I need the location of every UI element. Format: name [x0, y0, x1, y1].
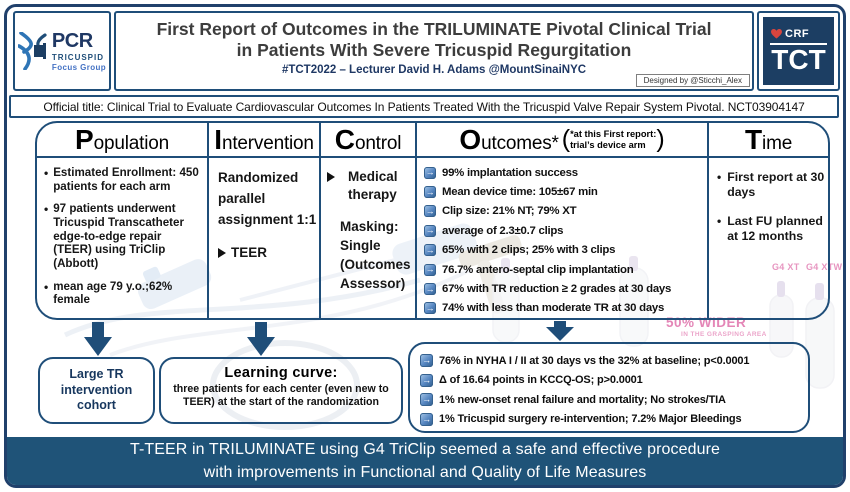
down-arrow-icon	[84, 322, 112, 356]
triangle-right-icon	[218, 248, 226, 259]
intervention-text: Randomized parallel assignment 1:1	[218, 170, 317, 227]
page-subtitle: #TCT2022 – Lecturer David H. Adams @Moun…	[281, 64, 587, 76]
results-box: 76% in NYHA I / II at 30 days vs the 32%…	[408, 342, 810, 433]
pcr-logo-name: PCR	[51, 29, 93, 52]
pcr-logo-line1: TRICUSPID	[51, 52, 105, 62]
arrow-right-icon	[424, 302, 436, 315]
pcr-logo-line2: Focus Group	[51, 62, 107, 72]
outcomes-initial: O	[459, 123, 482, 155]
list-item: 97 patients underwent Tricuspid Transcat…	[44, 202, 203, 270]
column-outcomes: Outcomes* ( *at this First report: trial…	[415, 123, 707, 318]
result-item: 76% in NYHA I / II at 30 days vs the 32%…	[420, 351, 802, 371]
time-header: Time	[709, 123, 828, 158]
official-title-bar: Official title: Clinical Trial to Evalua…	[9, 95, 839, 118]
outcome-item: average of 2.3±0.7 clips	[424, 221, 705, 240]
intervention-header: Intervention	[209, 123, 319, 158]
tct-logo-box: CRF TCT	[757, 11, 840, 91]
picot-table: Population Estimated Enrollment: 450 pat…	[35, 121, 830, 320]
column-population: Population Estimated Enrollment: 450 pat…	[37, 123, 207, 318]
control-item: Medical therapy	[348, 169, 398, 203]
wider-watermark-subtext: in the grasping area	[681, 331, 767, 338]
conclusion-line2: with improvements in Functional and Qual…	[203, 464, 647, 481]
outcomes-header: Outcomes* ( *at this First report: trial…	[417, 123, 707, 158]
outcome-item: 74% with less than moderate TR at 30 day…	[424, 299, 705, 318]
list-item: First report at 30 days	[717, 170, 826, 201]
conclusion-banner: T-TEER in TRILUMINATE using G4 TriClip s…	[7, 437, 843, 485]
tct-divider	[770, 43, 827, 45]
arrow-right-icon	[424, 244, 436, 257]
arrow-right-icon	[424, 263, 436, 276]
learning-curve-title: Learning curve:	[224, 365, 338, 381]
arrow-right-icon	[420, 393, 433, 407]
outcomes-note: ( *at this First report: trial’s device …	[561, 125, 665, 154]
learning-curve-body: three patients for each center (even new…	[173, 383, 389, 409]
control-initial: C	[334, 124, 355, 155]
heart-icon	[771, 29, 782, 39]
outcomes-note-line2: trial’s device arm	[570, 139, 646, 150]
arrow-right-icon	[420, 354, 433, 368]
list-item: Estimated Enrollment: 450 patients for e…	[44, 166, 203, 193]
result-item: Δ of 16.64 points in KCCQ-OS; p>0.0001	[420, 371, 802, 391]
cohort-box: Large TR intervention cohort	[38, 357, 155, 424]
outcome-item: Clip size: 21% NT; 79% XT	[424, 202, 705, 221]
paren-open: (	[561, 125, 571, 154]
result-item: 1% Tricuspid surgery re-intervention; 7.…	[420, 410, 802, 430]
designed-by-credit: Designed by @Sticchi_Alex	[635, 74, 750, 87]
population-header: Population	[37, 123, 207, 158]
crf-label: CRF	[785, 28, 810, 40]
time-initial: T	[744, 124, 763, 155]
list-item: mean age 79 y.o.;62% female	[44, 280, 203, 307]
column-time: Time First report at 30 days Last FU pla…	[707, 123, 828, 318]
population-initial: P	[74, 124, 94, 155]
arrow-right-icon	[424, 224, 436, 237]
triangle-right-icon	[327, 172, 343, 182]
control-rest: ontrol	[354, 133, 402, 154]
conclusion-line1: T-TEER in TRILUMINATE using G4 TriClip s…	[129, 440, 721, 458]
arrow-right-icon	[424, 166, 436, 179]
outcome-item: 65% with 2 clips; 25% with 3 clips	[424, 241, 705, 260]
down-arrow-icon	[247, 322, 275, 356]
outcome-item: 67% with TR reduction ≥ 2 grades at 30 d…	[424, 279, 705, 298]
column-intervention: Intervention Randomized parallel assignm…	[207, 123, 319, 318]
page-title-line1: First Report of Outcomes in the TRILUMIN…	[156, 19, 712, 39]
paren-close: )	[656, 125, 665, 154]
title-box: First Report of Outcomes in the TRILUMIN…	[114, 11, 754, 91]
tct-label: TCT	[771, 44, 826, 75]
arrow-right-icon	[424, 186, 436, 199]
arrow-right-icon	[420, 373, 433, 387]
outcomes-rest: utcomes*	[481, 132, 559, 154]
result-item: 1% new-onset renal failure and mortality…	[420, 390, 802, 410]
arrow-right-icon	[424, 283, 436, 296]
arrow-right-icon	[424, 205, 436, 218]
intervention-initial: I	[214, 124, 222, 155]
learning-curve-box: Learning curve: three patients for each …	[159, 357, 403, 424]
outcome-item: Mean device time: 105±67 min	[424, 182, 705, 201]
page-title-line2: in Patients With Severe Tricuspid Regurg…	[236, 40, 632, 60]
time-rest: ime	[762, 133, 793, 154]
down-arrow-icon	[546, 321, 574, 341]
control-header: Control	[321, 123, 415, 158]
intervention-rest: ntervention	[221, 133, 314, 154]
outcome-item: 76.7% antero-septal clip implantation	[424, 260, 705, 279]
tricuspid-arcs-icon	[17, 32, 47, 70]
population-rest: opulation	[93, 133, 170, 154]
outcome-item: 99% implantation success	[424, 163, 705, 182]
control-masking: Masking: Single (Outcomes Assessor)	[340, 219, 411, 292]
column-control: Control Medical therapy Masking: Single …	[319, 123, 415, 318]
arrow-right-icon	[420, 412, 433, 426]
outcomes-note-line1: *at this First report:	[570, 128, 657, 139]
list-item: Last FU planned at 12 months	[717, 214, 826, 245]
pcr-logo-box: PCR TRICUSPID Focus Group	[13, 11, 111, 91]
intervention-item: TEER	[231, 244, 268, 260]
